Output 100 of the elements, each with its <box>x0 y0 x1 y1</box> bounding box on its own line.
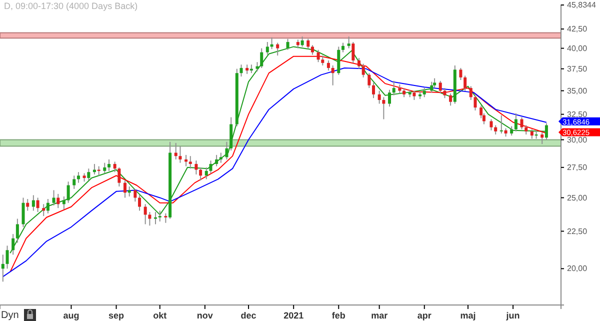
x-tick-label: apr <box>417 310 432 320</box>
y-tick-label: 45,8344 <box>567 0 596 10</box>
candlestick <box>144 204 147 225</box>
candlestick <box>341 42 344 53</box>
candlestick <box>87 168 90 181</box>
x-tick-label: aug <box>63 310 80 320</box>
candlestick <box>178 146 182 164</box>
candlestick <box>347 36 350 49</box>
candlestick <box>530 128 534 140</box>
candlestick <box>66 181 70 204</box>
candlestick <box>158 210 162 222</box>
candlestick <box>16 218 19 244</box>
candlestick <box>118 166 121 187</box>
candlestick <box>438 80 442 94</box>
candlestick <box>469 86 472 100</box>
candlestick <box>412 90 416 100</box>
x-tick-label: mar <box>371 310 388 320</box>
candlestick <box>433 78 436 89</box>
candlestick <box>398 84 402 94</box>
candlestick <box>378 90 381 104</box>
candlestick <box>494 124 498 135</box>
candlestick <box>326 60 330 72</box>
candlestick <box>209 160 212 174</box>
y-tick-label: 30,00 <box>567 135 588 144</box>
candlestick <box>72 175 76 190</box>
candlestick <box>422 88 426 98</box>
candlestick <box>524 124 528 135</box>
candlestick <box>46 198 50 214</box>
candlestick <box>204 166 208 180</box>
candlestick <box>464 75 467 92</box>
candlestick <box>108 158 111 172</box>
candlestick <box>500 114 503 134</box>
candlestick <box>459 67 462 81</box>
candlestick <box>449 92 452 106</box>
candlestick <box>510 126 514 136</box>
candlestick <box>174 142 178 160</box>
candlestick <box>194 160 198 175</box>
y-tick-label: 32,50 <box>567 110 588 119</box>
candlestick <box>540 132 544 145</box>
y-tick-label: 42,50 <box>567 24 588 34</box>
candlestick <box>215 154 218 167</box>
y-tick-label: 25,00 <box>567 193 588 202</box>
candlestick <box>321 55 324 66</box>
candlestick <box>514 112 518 132</box>
x-tick-label: nov <box>196 310 213 320</box>
candlestick <box>372 82 376 99</box>
candlestick <box>138 194 142 212</box>
candlestick <box>188 156 192 170</box>
candlestick <box>256 62 259 72</box>
x-tick-label: feb <box>332 310 346 320</box>
y-tick-label: 40,00 <box>567 44 588 53</box>
candlestick <box>382 96 386 120</box>
candlestick <box>443 88 446 99</box>
candlestick <box>357 57 360 70</box>
x-tick-label: okt <box>153 310 167 320</box>
candlestick <box>520 116 524 130</box>
x-tick-label: sep <box>108 310 125 320</box>
candlestick <box>97 166 100 176</box>
y-tick-label: 22,50 <box>567 226 588 236</box>
y-tick-label: 37,50 <box>567 64 588 74</box>
candlestick <box>123 180 126 198</box>
candlestick <box>128 186 131 197</box>
x-tick-label: 2021 <box>284 310 304 320</box>
candlestick <box>490 118 493 131</box>
candlestick <box>352 41 355 64</box>
candlestick <box>1 254 4 282</box>
y-tick-label: 35,00 <box>567 86 588 96</box>
candlestick <box>42 204 46 217</box>
x-tick-label: maj <box>460 310 476 320</box>
candlestick <box>36 197 40 213</box>
candlestick <box>240 64 243 78</box>
candlestick <box>164 212 168 224</box>
candlestick <box>430 81 434 94</box>
candlestick <box>92 163 96 175</box>
candlestick <box>148 212 152 226</box>
candlestick <box>103 162 106 174</box>
candlestick <box>225 141 228 160</box>
candlestick <box>22 197 25 228</box>
x-tick-label: jun <box>505 310 520 320</box>
y-tick-label: 20,00 <box>567 264 588 274</box>
candlestick <box>402 88 406 98</box>
candlestick <box>32 194 35 212</box>
candlestick <box>388 89 392 108</box>
candlestick <box>310 44 314 56</box>
candlestick <box>331 64 334 86</box>
candlestick <box>219 152 222 164</box>
candlestick <box>56 193 60 209</box>
candlestick <box>52 190 56 206</box>
y-tick-label: 27,50 <box>567 162 588 172</box>
candlestick <box>276 42 280 56</box>
candlestick <box>134 188 137 202</box>
text: Dyn <box>1 310 19 321</box>
x-tick-label: dec <box>240 310 256 320</box>
candlestick <box>392 80 396 96</box>
chart-title: D, 09:00-17:30 (4000 Days Back) <box>4 1 138 11</box>
candlestick <box>474 94 477 111</box>
candlestick <box>306 38 310 50</box>
candlestick <box>368 72 371 89</box>
candlestick <box>199 166 202 181</box>
candlestick <box>362 63 365 78</box>
